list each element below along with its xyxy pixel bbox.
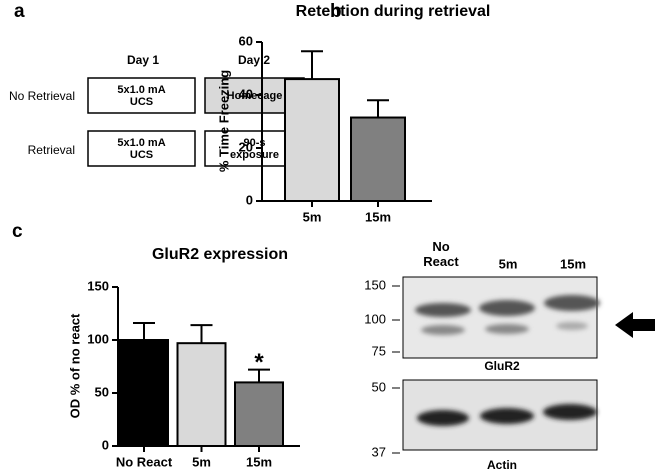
panel-label: b	[330, 1, 342, 22]
error-bar	[133, 322, 155, 340]
error-bar	[301, 50, 323, 80]
bar	[284, 78, 340, 202]
y-tick-label: 40	[239, 86, 253, 101]
design-cell: Homecage	[226, 89, 283, 102]
bands	[415, 295, 600, 426]
x-tick-label: No React	[116, 454, 173, 469]
marker-label: 100	[364, 311, 386, 326]
marker-label: 37	[372, 444, 386, 459]
y-tick-label: 0	[246, 192, 253, 207]
marker-label: 150	[364, 277, 386, 292]
bar	[176, 342, 227, 447]
x-tick-label: 15m	[246, 454, 272, 469]
y-axis-label: % Time Freezing	[216, 70, 231, 172]
design-cell: 5x1.0 mA UCS	[117, 136, 166, 161]
y-tick-label: 100	[87, 331, 109, 346]
design-box	[87, 77, 196, 114]
chart-title: GluR2 expression	[152, 246, 288, 263]
lane-label: 5m	[499, 256, 518, 271]
design-box	[87, 130, 196, 167]
row-label: Retrieval	[28, 143, 75, 157]
y-tick-label: 0	[102, 437, 109, 452]
marker-label: 50	[372, 379, 386, 394]
design-cell: 5x1.0 mA UCS	[117, 83, 166, 108]
y-tick-label: 50	[95, 384, 109, 399]
bar	[234, 381, 284, 447]
y-axis-label: OD % of no react	[67, 313, 82, 418]
error-bar	[367, 99, 389, 118]
column-header: Day 2	[238, 53, 270, 67]
bar	[350, 116, 406, 202]
y-tick-label: 150	[87, 278, 109, 293]
column-header: Day 1	[127, 53, 159, 67]
design-cell: 90-s exposure	[230, 136, 279, 161]
y-tick-label: 60	[239, 33, 253, 48]
lane-label: 15m	[560, 256, 586, 271]
bar	[119, 339, 169, 447]
error-bar	[190, 324, 213, 344]
blot-label: GluR2	[484, 359, 520, 373]
annotation: *	[254, 349, 264, 376]
arrow	[615, 312, 655, 338]
marker-label: 75	[372, 343, 386, 358]
y-tick-label: 20	[239, 139, 253, 154]
x-tick-label: 15m	[365, 209, 391, 224]
chart-title: Retention during retrieval	[296, 3, 491, 20]
x-tick-label: 5m	[303, 209, 322, 224]
row-label: No Retrieval	[9, 89, 75, 103]
blot-label: Actin	[487, 458, 517, 472]
blot-frame	[402, 276, 598, 359]
lane-label: No React	[423, 239, 459, 269]
panel-label: c	[12, 221, 23, 242]
x-tick-label: 5m	[192, 454, 211, 469]
panel-label: a	[14, 1, 25, 22]
error-bar	[248, 368, 270, 383]
